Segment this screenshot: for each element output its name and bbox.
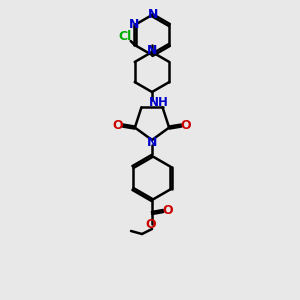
Text: O: O [146,218,156,232]
Text: Cl: Cl [118,31,131,44]
Text: N: N [147,44,157,56]
Text: N: N [147,136,157,149]
Text: N: N [148,8,158,20]
Text: NH: NH [149,97,169,110]
Text: N: N [128,17,139,31]
Text: O: O [181,119,191,132]
Text: O: O [112,119,123,132]
Text: O: O [163,205,173,218]
